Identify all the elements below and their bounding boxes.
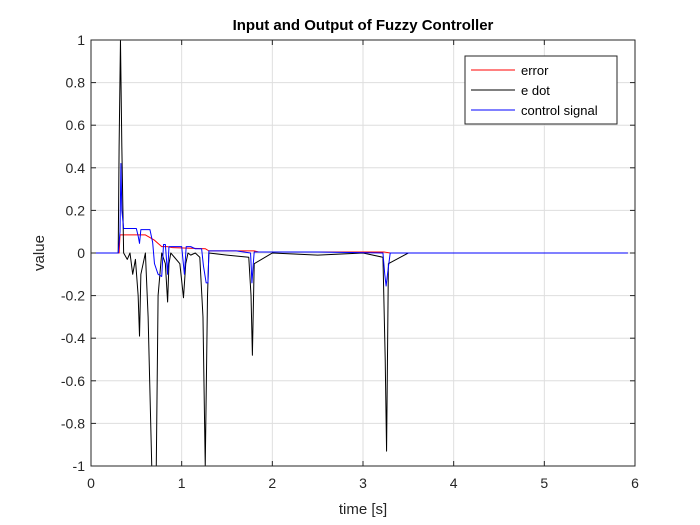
x-tick-label: 3 [359,475,367,491]
x-tick-label: 6 [631,475,639,491]
y-tick-label: 1 [77,32,85,48]
y-tick-label: 0.6 [66,117,86,133]
y-tick-label: 0.2 [66,202,86,218]
chart-title: Input and Output of Fuzzy Controller [233,17,494,34]
x-tick-label: 0 [87,475,95,491]
series-line-control-signal [91,163,628,287]
y-axis-label: value [31,235,48,271]
y-tick-label: -0.2 [61,288,85,304]
ticks: 0 1 2 3 4 5 6 1 0.8 0.6 0.4 0.2 0 -0.2 -0.4 -0.6 -0.8 -1 [61,32,639,491]
y-tick-label: 0.8 [66,75,86,91]
y-tick-label: -0.8 [61,415,85,431]
y-tick-label: 0 [77,245,85,261]
legend-label: error [521,63,549,78]
y-tick-label: -1 [73,458,86,474]
x-axis-label: time [s] [339,501,387,518]
y-tick-label: -0.4 [61,330,85,346]
y-tick-label: -0.6 [61,373,85,389]
x-tick-label: 4 [450,475,458,491]
x-tick-label: 2 [268,475,276,491]
x-tick-label: 5 [540,475,548,491]
legend-label: control signal [521,103,598,118]
legend: error e dot control signal [464,55,618,125]
series-group [91,40,628,466]
series-line-e-dot [91,40,628,466]
x-tick-label: 1 [178,475,186,491]
y-tick-label: 0.4 [66,160,86,176]
legend-label: e dot [521,83,550,98]
